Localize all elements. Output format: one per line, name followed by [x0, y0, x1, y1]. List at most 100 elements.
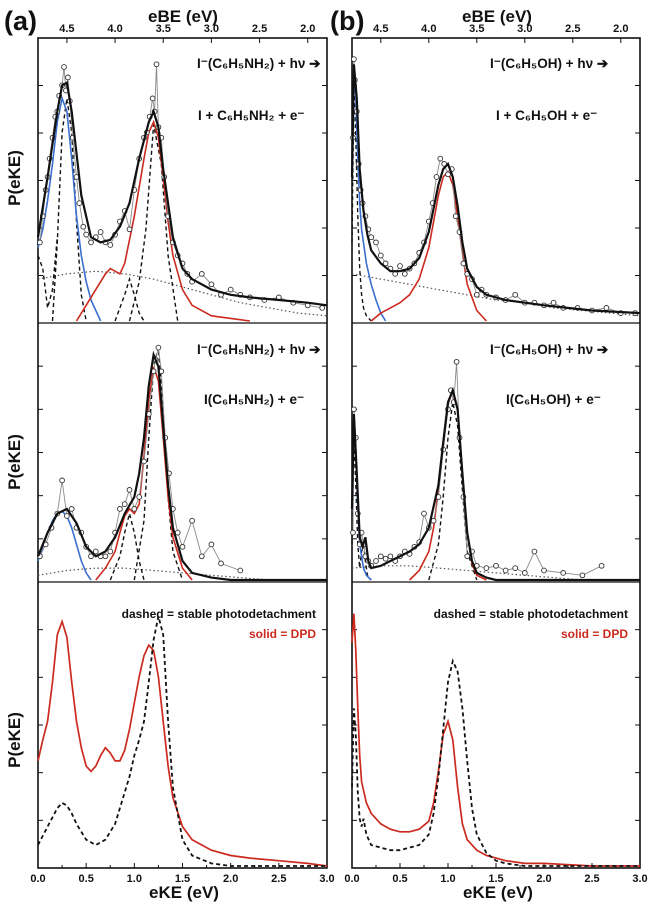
data-point: [155, 344, 162, 351]
y-axis-title-a-mid: P(eKE): [5, 434, 24, 490]
fit-line-a-top: [36, 80, 328, 307]
top-axis-title-a: eBE (eV): [148, 7, 218, 26]
data-point: [126, 487, 133, 493]
annotation-b-mid-line2: I(C₆H₅OH) + e⁻: [506, 392, 601, 407]
background-dotted-b-top: [351, 273, 641, 317]
data-point: [92, 548, 99, 555]
data-point: [208, 541, 215, 548]
eke-tick-label: 3.0: [632, 873, 647, 885]
fit-line-a-mid: [36, 350, 327, 582]
data-point: [136, 494, 143, 500]
data-point: [382, 260, 389, 267]
fit-line-b-top: [350, 64, 641, 315]
eke-tick-label: 0.5: [79, 873, 94, 885]
bottom-axis-title-a: eKE (eV): [149, 883, 219, 902]
data-point: [153, 61, 160, 68]
data-point: [189, 517, 195, 524]
data-point: [433, 174, 440, 180]
eke-tick-label: 0.0: [344, 873, 359, 885]
eke-tick-labels-b: 0.0 0.5 1.0 1.5 2.0 2.5 3.0: [344, 873, 647, 885]
data-point: [502, 567, 509, 574]
data-point: [579, 572, 586, 579]
data-point: [603, 305, 610, 311]
data-point: [218, 560, 224, 567]
data-point: [65, 74, 71, 81]
ebe-tick-labels-b: 4.5 4.0 3.5 3.0 2.5 2.0: [373, 23, 628, 35]
annotation-b-top-line1: I⁻(C₆H₅OH) + hν ➔: [490, 56, 609, 71]
data-point: [350, 529, 356, 536]
data-point: [401, 271, 408, 277]
data-point: [117, 506, 123, 512]
annotation-a-top-line2: I + C₆H₅NH₂ + e⁻: [198, 108, 304, 123]
data-point: [319, 305, 326, 311]
data-point: [531, 548, 538, 555]
data-point: [208, 281, 215, 288]
panel-label-a: (a): [4, 6, 37, 36]
eke-tick-label: 2.0: [536, 873, 551, 885]
ebe-tick-label: 3.0: [204, 23, 219, 35]
eke-tick-label: 3.0: [319, 873, 334, 885]
data-point: [521, 570, 528, 576]
eke-tick-label: 1.5: [488, 873, 503, 885]
data-point: [149, 95, 156, 102]
data-point: [37, 239, 43, 246]
ebe-tick-label: 4.5: [373, 23, 388, 35]
data-point: [61, 64, 67, 70]
eke-tick-label: 2.5: [271, 873, 286, 885]
ebe-tick-label: 4.5: [59, 23, 74, 35]
y-axis-title-a-bottom: P(eKE): [5, 712, 24, 768]
eke-tick-label: 1.0: [127, 873, 142, 885]
blue-component-a-top: [37, 95, 102, 322]
data-point: [131, 506, 138, 512]
series-line-b-bottom-dashed-black: [351, 658, 640, 867]
data-trace-a-top: [39, 64, 323, 309]
data-point: [541, 567, 547, 574]
data-point: [473, 291, 480, 298]
ebe-tick-label: 2.0: [300, 23, 315, 35]
data-point: [512, 565, 519, 571]
eke-tick-label: 2.0: [223, 873, 238, 885]
ebe-tick-label: 3.0: [517, 23, 532, 35]
data-point: [483, 565, 490, 571]
ebe-tick-label: 2.5: [252, 23, 267, 35]
annotation-a-top-line1: I⁻(C₆H₅NH₂) + hν ➔: [197, 56, 321, 71]
legend-solid-b: solid = DPD: [561, 627, 628, 641]
background-dotted-a-mid: [37, 567, 327, 581]
bottom-axis-title-b: eKE (eV): [463, 883, 533, 902]
ebe-tick-label: 4.0: [107, 23, 122, 35]
data-point: [377, 553, 384, 560]
data-point: [174, 529, 181, 536]
dashed-component-a-mid-0: [109, 513, 145, 581]
data-point: [453, 358, 460, 365]
plot-areas: [36, 37, 641, 869]
panel-label-b: (b): [330, 6, 364, 36]
ebe-tick-label: 3.5: [469, 23, 484, 35]
y-axis-title-a-top: P(eKE): [5, 150, 24, 206]
legend-dashed-a: dashed = stable photodetachment: [122, 607, 316, 621]
data-point: [97, 229, 104, 235]
data-point: [464, 553, 471, 560]
red-component-a-mid: [95, 366, 193, 581]
eke-tick-label: 1.5: [175, 873, 190, 885]
data-point: [126, 226, 133, 233]
ebe-tick-label: 2.5: [565, 23, 580, 35]
data-point: [83, 231, 90, 238]
annotation-b-top-line2: I + C₆H₅OH + e⁻: [496, 108, 597, 123]
eke-tick-label: 1.0: [440, 873, 455, 885]
red-component-b-mid: [409, 387, 487, 581]
eke-tick-label: 2.5: [584, 873, 599, 885]
data-point: [430, 517, 437, 524]
data-point: [421, 510, 427, 517]
data-point: [560, 570, 567, 576]
annotation-b-mid-line1: I⁻(C₆H₅OH) + hν ➔: [490, 342, 609, 357]
red-component-b-top: [370, 170, 487, 322]
fit-line-b-mid: [350, 386, 640, 582]
data-point: [179, 543, 186, 550]
ebe-tick-label: 3.5: [156, 23, 171, 35]
data-point: [107, 242, 114, 248]
annotation-a-mid-line2: I(C₆H₅NH₂) + e⁻: [204, 392, 304, 407]
data-point: [387, 553, 394, 560]
data-point: [198, 553, 205, 560]
background-dotted-a-top: [37, 270, 328, 317]
